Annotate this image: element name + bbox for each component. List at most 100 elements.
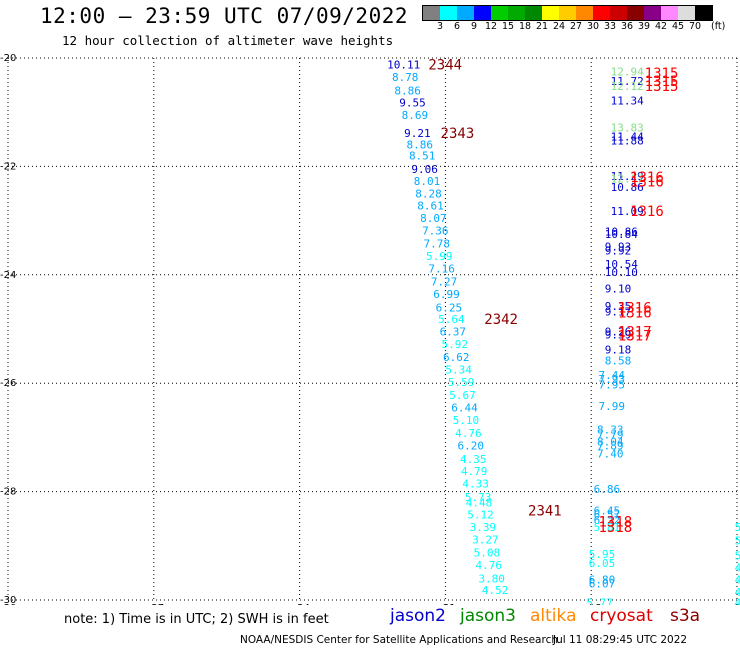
satellite-legend-item: cryosat xyxy=(590,606,653,626)
wave-height-label: 6.22 xyxy=(594,514,621,527)
wave-height-label: 9.18 xyxy=(605,344,632,357)
wave-height-label: 9.39 xyxy=(605,328,632,341)
scale-label: 12 xyxy=(484,21,498,32)
wave-height-label: 5.34 xyxy=(445,364,472,377)
wave-height-label: 4.12 xyxy=(735,586,740,599)
footer-note: note: 1) Time is in UTC; 2) SWH is in fe… xyxy=(64,612,329,627)
time-label: 2343 xyxy=(441,126,475,142)
wave-height-label: 11.88 xyxy=(611,134,644,147)
wave-height-label: 11.09 xyxy=(611,205,644,218)
wave-height-label: 7.40 xyxy=(597,448,624,461)
wave-height-label: 8.86 xyxy=(407,139,434,152)
wave-height-label: 6.99 xyxy=(433,288,460,301)
wave-height-label: 7.99 xyxy=(598,400,625,413)
scale-label: 15 xyxy=(501,21,515,32)
wave-height-label: 9.55 xyxy=(399,96,426,109)
satellite-legend-item: jason3 xyxy=(460,606,516,626)
x-tick-label: -30 xyxy=(0,603,16,605)
wave-height-label: 4.33 xyxy=(462,477,489,490)
wave-height-label: 6.25 xyxy=(436,301,463,314)
y-tick-label: -26 xyxy=(0,378,16,389)
scale-swatch xyxy=(559,6,576,20)
wave-height-label: 3.27 xyxy=(472,533,499,546)
satellite-legend-item: altika xyxy=(530,606,577,626)
wave-height-label: 6.37 xyxy=(440,326,467,339)
wave-height-label: 4.52 xyxy=(482,584,509,597)
wave-height-label: 12.12 xyxy=(611,80,644,93)
wave-height-label: 6.62 xyxy=(443,351,470,364)
wave-height-label: 6.20 xyxy=(458,440,485,453)
wave-height-label: 8.86 xyxy=(394,85,421,98)
wave-height-label: 9.17 xyxy=(605,306,632,319)
wave-height-label: 12.17 xyxy=(611,172,644,185)
wave-height-label: 3.80 xyxy=(478,572,505,585)
scale-swatch xyxy=(423,6,440,20)
scale-label: 39 xyxy=(637,21,651,32)
wave-height-label: 5. xyxy=(735,534,740,547)
y-tick-label: -20 xyxy=(0,53,16,64)
x-tick-label: -24 xyxy=(294,603,310,605)
wave-height-label: 4.35 xyxy=(460,453,487,466)
y-tick-label: -28 xyxy=(0,487,16,498)
wave-height-label: 11.29 xyxy=(611,170,644,183)
scale-label: 3 xyxy=(436,21,444,32)
wave-height-label: 4.79 xyxy=(461,465,488,478)
wave-height-label: 5.0 xyxy=(735,550,740,563)
time-label: 1316 xyxy=(630,204,664,220)
scale-swatch xyxy=(678,6,695,20)
wave-height-label: 7.44 xyxy=(598,369,625,382)
wave-height-label: 7.36 xyxy=(422,224,449,237)
time-label: 1315 xyxy=(645,79,679,95)
wave-height-label: 5.95 xyxy=(589,548,616,561)
scale-label: 24 xyxy=(552,21,566,32)
scale-swatch xyxy=(593,6,610,20)
wave-height-label: 5.92 xyxy=(442,338,469,351)
scale-swatch xyxy=(474,6,491,20)
wave-height-label: 10.54 xyxy=(605,258,638,271)
x-tick-label: -18 xyxy=(585,603,601,605)
time-label: 1318 xyxy=(598,514,632,530)
wave-height-label: 7.93 xyxy=(598,373,625,386)
wave-height-label: 10.11 xyxy=(387,59,420,72)
wave-height-label: 6.05 xyxy=(589,557,616,570)
scale-swatch xyxy=(542,6,559,20)
scale-swatch xyxy=(440,6,457,20)
wave-height-label: 10.10 xyxy=(605,266,638,279)
x-tick-label: -15 xyxy=(731,603,740,605)
wave-height-label: 5.59 xyxy=(448,376,475,389)
wave-height-label: 6.45 xyxy=(594,505,621,518)
footer-timestamp: Jul 11 08:29:45 UTC 2022 xyxy=(553,634,688,646)
wave-height-label: 5.77 xyxy=(586,597,613,605)
wave-height-label: 9.10 xyxy=(605,282,632,295)
color-scale-unit: (ft) xyxy=(711,21,726,32)
wave-height-label: 6.44 xyxy=(451,402,478,415)
scale-swatch xyxy=(576,6,593,20)
time-label: 1316 xyxy=(618,300,652,316)
wave-height-label: 4.34 xyxy=(735,597,740,605)
wave-height-label: 4.76 xyxy=(476,559,503,572)
wave-height-label: 11.72 xyxy=(611,75,644,88)
wave-height-label: 9.26 xyxy=(605,326,632,339)
scale-label: 33 xyxy=(603,21,617,32)
scale-label: 36 xyxy=(620,21,634,32)
wave-height-label: 8.78 xyxy=(392,71,419,84)
wave-height-label: 12.94 xyxy=(611,66,644,79)
scale-label: 45 xyxy=(671,21,685,32)
chart-subtitle: 12 hour collection of altimeter wave hei… xyxy=(62,33,394,48)
time-label: 1316 xyxy=(630,175,664,191)
wave-height-label: 9.35 xyxy=(605,300,632,313)
time-label: 1317 xyxy=(618,325,652,341)
satellite-legend-item: jason2 xyxy=(390,606,446,626)
time-label: 1318 xyxy=(598,520,632,536)
wave-height-label: 7.79 xyxy=(597,429,624,442)
time-label: 1316 xyxy=(618,306,652,322)
y-tick-label: -22 xyxy=(0,161,16,172)
wave-height-label: 6.57 xyxy=(594,508,621,521)
scale-label: 18 xyxy=(518,21,532,32)
wave-height-label: 8.69 xyxy=(402,109,429,122)
wave-height-label: 6.86 xyxy=(594,483,621,496)
scale-swatch xyxy=(491,6,508,20)
wave-height-label: 7.78 xyxy=(424,237,451,250)
scale-swatch xyxy=(508,6,525,20)
y-tick-label: -24 xyxy=(0,270,16,281)
